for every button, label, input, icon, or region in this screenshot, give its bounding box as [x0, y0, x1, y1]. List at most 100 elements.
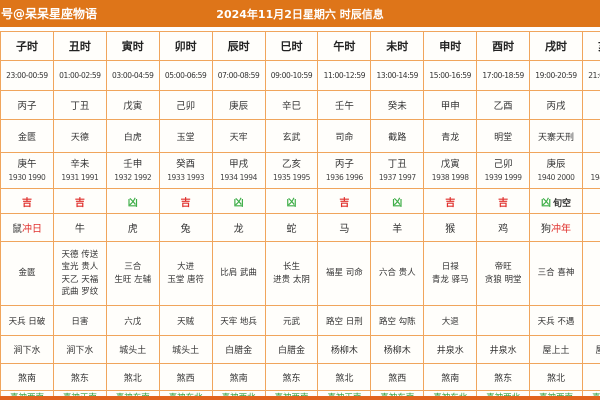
- shensha-cell: 天赦: [581, 241, 600, 306]
- zodiac-animal-cell: 羊: [370, 213, 425, 242]
- shensha-cell: 天德 传送 宝光 贵人 天乙 天福 武曲 罗纹: [52, 241, 107, 306]
- hour-ganzhi-cell: 乙酉: [476, 90, 531, 120]
- hour-header-cell: 戌时: [529, 31, 583, 61]
- sha-direction-cell: 煞南: [423, 363, 478, 391]
- zodiac-animal-cell: 鸡: [476, 213, 531, 242]
- nayin-cell: 屋上土: [581, 335, 600, 364]
- nayin-cell: 白腊金: [264, 335, 319, 364]
- huangdao-cell: 天寨天刑: [529, 119, 583, 153]
- shichen-table: 子时丑时寅时卯时辰时巳时午时未时申时酉时戌时亥时23:00-00:5901:00…: [0, 31, 600, 400]
- sha-direction-cell: 煞东: [52, 363, 107, 391]
- time-range-cell: 19:00-20:59: [529, 60, 583, 91]
- nayin-cell: 白腊金: [211, 335, 266, 364]
- shensha-secondary-cell: 路空 日刑: [317, 305, 372, 336]
- zodiac-animal-cell: 虎: [105, 213, 160, 242]
- chong-years-cell: 甲戌 1934 1994: [211, 152, 266, 189]
- luck-cell: 凶: [264, 188, 319, 214]
- hour-header-cell: 寅时: [105, 31, 160, 61]
- zodiac-animal-cell: 狗冲年: [529, 213, 583, 242]
- zodiac-animal-cell: 蛇: [264, 213, 319, 242]
- zodiac-animal-cell: 猴: [423, 213, 478, 242]
- time-range-cell: 07:00-08:59: [211, 60, 266, 91]
- watermark-text: 号@呆呆星座物语: [1, 7, 98, 21]
- row-animal: 鼠冲日牛虎兔龙蛇马羊猴鸡狗冲年猪: [0, 213, 600, 242]
- time-range-cell: 05:00-06:59: [158, 60, 213, 91]
- luck-cell: 凶: [581, 188, 600, 214]
- shensha-cell: 帝旺 贪狼 明堂: [476, 241, 531, 306]
- shensha-secondary-cell: 路空 勾陈: [370, 305, 425, 336]
- luck-cell: 凶旬空: [529, 188, 583, 214]
- nayin-cell: 井泉水: [423, 335, 478, 364]
- chong-years-cell: 壬申 1932 1992: [105, 152, 160, 189]
- zodiac-animal-cell: 兔: [158, 213, 213, 242]
- shensha-cell: 三合 生旺 左辅: [105, 241, 160, 306]
- page-title: 2024年11月2日星期六 时辰信息: [216, 7, 384, 21]
- hour-header-cell: 卯时: [158, 31, 213, 61]
- shensha-cell: 三合 喜神: [529, 241, 583, 306]
- hour-header-cell: 午时: [317, 31, 372, 61]
- huangdao-cell: 朱雀: [581, 119, 600, 153]
- shensha-cell: 长生 进贵 太阴: [264, 241, 319, 306]
- huangdao-cell: 明堂: [476, 119, 531, 153]
- zodiac-animal-cell: 鼠冲日: [0, 213, 54, 242]
- nayin-cell: 杨柳木: [370, 335, 425, 364]
- hour-header-cell: 申时: [423, 31, 478, 61]
- shensha-cell: 大进 玉堂 唐符: [158, 241, 213, 306]
- zodiac-animal-cell: 龙: [211, 213, 266, 242]
- huangdao-cell: 玉堂: [158, 119, 213, 153]
- huangdao-cell: 天牢: [211, 119, 266, 153]
- hour-header-cell: 子时: [0, 31, 54, 61]
- chong-years-cell: 庚午 1930 1990: [0, 152, 54, 189]
- huangdao-cell: 司命: [317, 119, 372, 153]
- luck-cell: 吉: [317, 188, 372, 214]
- chong-years-cell: 辛未 1931 1991: [52, 152, 107, 189]
- hour-header-cell: 丑时: [52, 31, 107, 61]
- hour-ganzhi-cell: 丙戌: [529, 90, 583, 120]
- time-range-cell: 17:00-18:59: [476, 60, 531, 91]
- hour-ganzhi-cell: 壬午: [317, 90, 372, 120]
- sha-direction-cell: 煞东: [476, 363, 531, 391]
- hour-header-cell: 辰时: [211, 31, 266, 61]
- shensha-secondary-cell: [476, 305, 531, 336]
- luck-cell: 凶: [211, 188, 266, 214]
- luck-cell: 凶: [370, 188, 425, 214]
- hour-header-cell: 亥时: [581, 31, 600, 61]
- shensha-secondary-cell: 天兵 日破: [0, 305, 54, 336]
- hour-ganzhi-cell: 戊寅: [105, 90, 160, 120]
- time-range-cell: 01:00-02:59: [52, 60, 107, 91]
- row-shensha: 金匮 天德 传送 宝光 贵人 天乙 天福 武曲 罗纹 三合 生旺 左辅 大进 玉堂 唐符 比肩 武…: [0, 241, 600, 306]
- chong-years-cell: 丙子 1936 1996: [317, 152, 372, 189]
- shensha-cell: 金匮: [0, 241, 54, 306]
- huangdao-cell: 天德: [52, 119, 107, 153]
- time-range-cell: 15:00-16:59: [423, 60, 478, 91]
- hour-ganzhi-cell: 辛巳: [264, 90, 319, 120]
- shensha-cell: 福星 司命: [317, 241, 372, 306]
- hour-header-cell: 酉时: [476, 31, 531, 61]
- row-huangdao: 金匮天德白虎玉堂天牢玄武司命截路青龙明堂天寨天刑朱雀: [0, 119, 600, 153]
- nayin-cell: 涧下水: [52, 335, 107, 364]
- shensha-secondary-cell: 旬空: [581, 305, 600, 336]
- huangdao-cell: 白虎: [105, 119, 160, 153]
- huangdao-cell: 截路: [370, 119, 425, 153]
- title-gap: [0, 27, 600, 31]
- nayin-cell: 井泉水: [476, 335, 531, 364]
- nayin-cell: 杨柳木: [317, 335, 372, 364]
- bottom-accent-bar: [0, 396, 600, 400]
- row-hour: 子时丑时寅时卯时辰时巳时午时未时申时酉时戌时亥时: [0, 31, 600, 61]
- huangdao-cell: 玄武: [264, 119, 319, 153]
- shensha-secondary-cell: 天贼: [158, 305, 213, 336]
- hour-ganzhi-cell: 庚辰: [211, 90, 266, 120]
- sha-direction-cell: 煞东: [264, 363, 319, 391]
- luck-cell: 凶: [105, 188, 160, 214]
- chong-years-cell: 乙亥 1935 1995: [264, 152, 319, 189]
- sha-direction-cell: 煞西: [370, 363, 425, 391]
- title-bar: 号@呆呆星座物语 2024年11月2日星期六 时辰信息: [0, 0, 600, 27]
- nayin-cell: 屋上土: [529, 335, 583, 364]
- shensha-cell: 六合 贵人: [370, 241, 425, 306]
- nayin-cell: 城头土: [105, 335, 160, 364]
- luck-cell: 吉: [158, 188, 213, 214]
- hour-ganzhi-cell: 甲申: [423, 90, 478, 120]
- chong-years-cell: 辛巳1941 2001: [581, 152, 600, 189]
- sha-direction-cell: 煞南: [211, 363, 266, 391]
